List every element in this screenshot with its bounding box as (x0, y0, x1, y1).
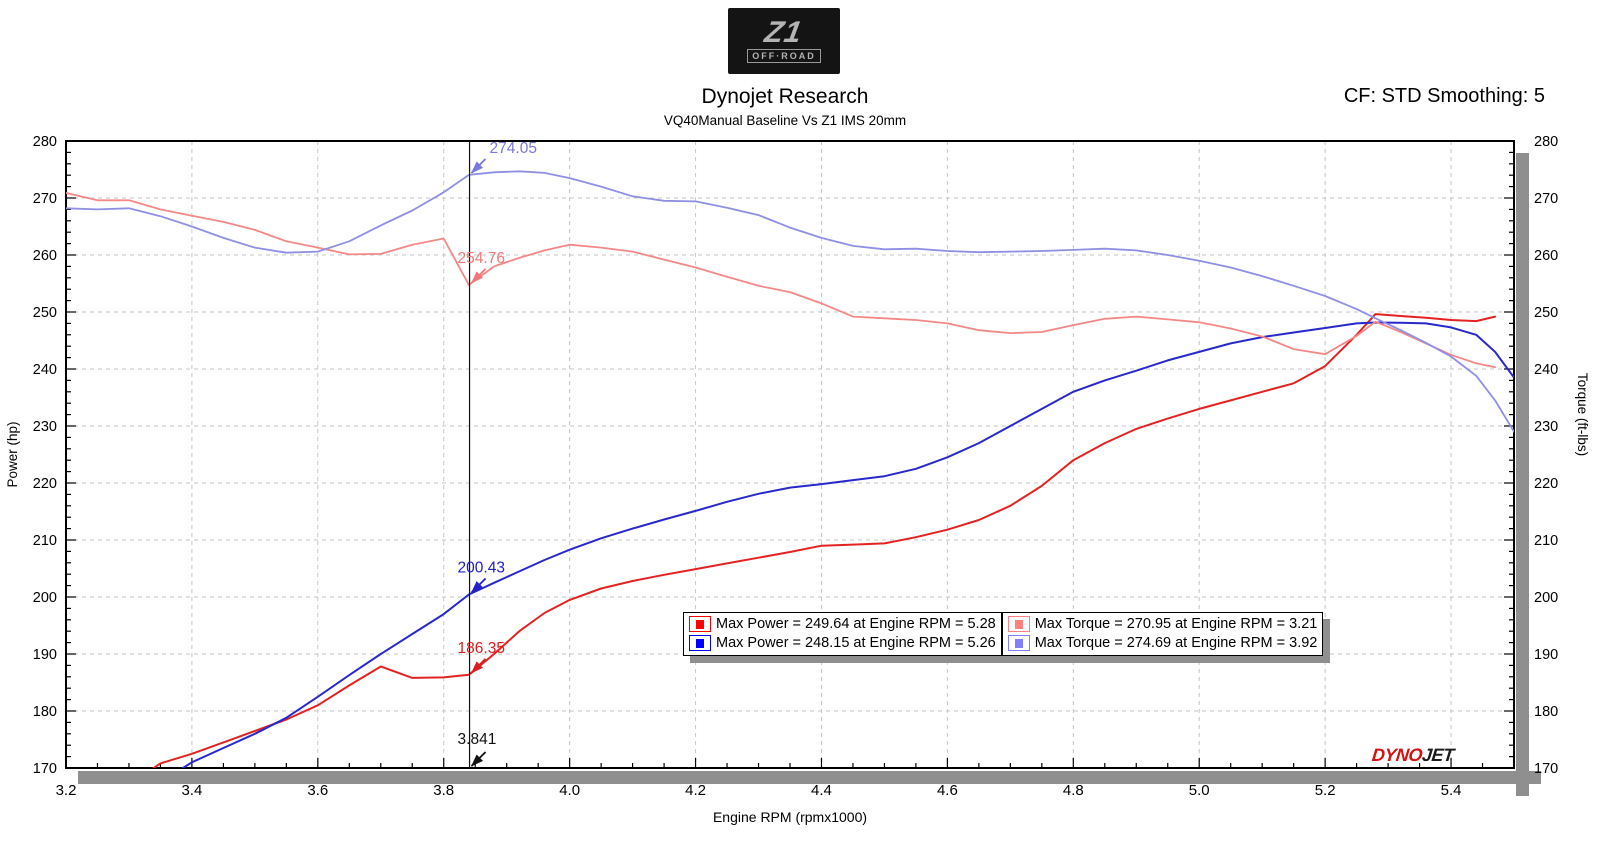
cursor-rpm-label: 3.841 (458, 731, 497, 748)
legend-box: Max Torque = 270.95 at Engine RPM = 3.21… (1001, 612, 1324, 656)
cursor-arrow-186.35 (470, 658, 487, 674)
z1-offroad-logo: Z1 OFF·ROAD (728, 8, 840, 74)
y-tick-label-left: 170 (33, 761, 57, 777)
y-tick-label-right: 250 (1534, 305, 1558, 321)
y-tick-label-right: 180 (1534, 704, 1558, 720)
y-tick-label-right: 170 (1534, 761, 1558, 777)
y-tick-label-left: 210 (33, 533, 57, 549)
series-line-power-z1ims (181, 321, 1514, 768)
x-tick-label: 3.6 (307, 782, 328, 799)
axis-shadow-bottom (78, 771, 1541, 784)
dynojet-logo-dyno: DYNO (1371, 745, 1424, 765)
series-group (66, 170, 1514, 768)
x-axis-title: Engine RPM (rpmx1000) (713, 809, 867, 825)
series-line-torque-baseline (66, 191, 1496, 369)
y-axis-title-left: Power (hp) (5, 421, 20, 487)
axis-shadow-right (1516, 153, 1529, 796)
y-tick-label-left: 260 (33, 248, 57, 264)
grid (66, 141, 1514, 768)
x-tick-label: 4.0 (559, 782, 580, 799)
y-tick-label-left: 240 (33, 362, 57, 378)
x-tick-label: 4.8 (1063, 782, 1084, 799)
y-tick-label-left: 280 (33, 134, 57, 150)
series-line-power-baseline (151, 313, 1497, 768)
legend-swatch-icon (689, 616, 711, 632)
legend-swatch-icon (1007, 635, 1030, 651)
y-tick-label-right: 230 (1534, 419, 1558, 435)
axis-ticks (65, 140, 1515, 769)
y-tick-label-left: 190 (33, 647, 57, 663)
series-line-torque-z1ims (66, 170, 1514, 433)
legend-row-power-z1ims: Max Power = 248.15 at Engine RPM = 5.26 (689, 634, 996, 652)
z1-offroad-text: OFF·ROAD (747, 49, 821, 63)
cursor-arrow-274.05 (470, 158, 487, 174)
plot-frame (65, 140, 1515, 769)
x-tick-label: 5.0 (1189, 782, 1210, 799)
x-tick-label: 4.4 (811, 782, 832, 799)
cursor-value-label: 186.35 (458, 640, 505, 657)
y-tick-label-right: 270 (1534, 191, 1558, 207)
y-tick-label-left: 230 (33, 419, 57, 435)
cursor-value-label: 254.76 (458, 250, 505, 267)
legend-row-torque-baseline: Max Torque = 270.95 at Engine RPM = 3.21 (1007, 615, 1318, 633)
axis-labels: 3.2 3.4 3.6 3.8 4.0 4.2 4.4 4.6 4.8 5.0 5.2 5.4 170 1… (33, 134, 1558, 799)
dynojet-logo: DYNOJET (1371, 745, 1455, 766)
y-tick-label-right: 260 (1534, 248, 1558, 264)
legend-label: Max Torque = 270.95 at Engine RPM = 3.21 (1034, 616, 1318, 632)
page-title: Dynojet Research (701, 85, 869, 108)
y-tick-label-right: 280 (1534, 134, 1558, 150)
legend-row-torque-z1ims: Max Torque = 274.69 at Engine RPM = 3.92 (1007, 634, 1318, 652)
legend-label: Max Power = 249.64 at Engine RPM = 5.28 (716, 616, 996, 632)
legend-box: Max Power = 249.64 at Engine RPM = 5.28 M… (683, 612, 1002, 656)
y-tick-label-left: 250 (33, 305, 57, 321)
x-tick-label: 5.4 (1441, 782, 1462, 799)
correction-smoothing-label: CF: STD Smoothing: 5 (1343, 85, 1545, 107)
y-tick-label-left: 200 (33, 590, 57, 606)
legend-swatch-icon (689, 635, 711, 651)
cursor-value-label: 274.05 (490, 140, 537, 157)
legend-label: Max Torque = 274.69 at Engine RPM = 3.92 (1034, 635, 1318, 651)
cursor-group: 274.05 254.76 200.43 186.35 3.841 (458, 140, 537, 768)
legend-swatch-icon (1007, 616, 1030, 632)
x-tick-label: 4.6 (937, 782, 958, 799)
chart-legend: Max Power = 249.64 at Engine RPM = 5.28 M… (683, 612, 1324, 656)
y-tick-label-right: 240 (1534, 362, 1558, 378)
x-tick-label: 3.2 (56, 782, 77, 799)
y-tick-label-right: 190 (1534, 647, 1558, 663)
cursor-rpm-arrow (470, 751, 487, 767)
cursor-arrow-254.76 (470, 268, 487, 284)
x-tick-label: 4.2 (685, 782, 706, 799)
legend-row-power-baseline: Max Power = 249.64 at Engine RPM = 5.28 (689, 615, 996, 633)
x-tick-label: 5.2 (1315, 782, 1336, 799)
y-tick-label-right: 200 (1534, 590, 1558, 606)
y-tick-label-right: 210 (1534, 533, 1558, 549)
y-tick-label-right: 220 (1534, 476, 1558, 492)
dynojet-logo-jet: JET (1421, 745, 1455, 765)
cursor-arrow-200.43 (470, 577, 487, 594)
y-tick-label-left: 270 (33, 191, 57, 207)
cursor-value-label: 200.43 (458, 560, 505, 577)
run-subtitle: VQ40Manual Baseline Vs Z1 IMS 20mm (663, 113, 907, 128)
y-tick-label-left: 220 (33, 476, 57, 492)
y-axis-title-right: Torque (ft-lbs) (1575, 373, 1590, 456)
x-tick-label: 3.8 (433, 782, 454, 799)
x-tick-label: 3.4 (181, 782, 202, 799)
y-tick-label-left: 180 (33, 704, 57, 720)
legend-label: Max Power = 248.15 at Engine RPM = 5.26 (716, 635, 996, 651)
